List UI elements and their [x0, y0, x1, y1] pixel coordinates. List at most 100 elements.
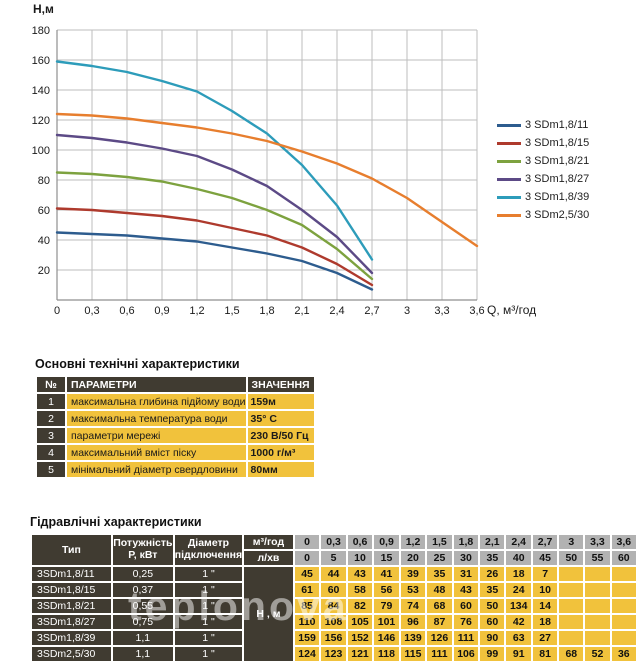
flow-m3-header-cell: 2,4	[506, 535, 531, 549]
flow-m3-header-cell: 3,6	[611, 535, 636, 549]
head-value-cell: 10	[532, 583, 558, 597]
flow-lmin-header-cell: 20	[400, 551, 426, 565]
x-tick-label: 2,7	[364, 305, 379, 317]
series-line	[55, 231, 374, 291]
legend-line-swatch	[497, 123, 521, 127]
legend-line-swatch	[497, 195, 521, 199]
head-value-cell: 31	[453, 567, 479, 581]
header-flow-m3: м³/год	[244, 535, 293, 549]
legend-label: 3 SDm1,8/21	[525, 155, 590, 167]
head-value-cell: 68	[559, 647, 584, 661]
legend-label: 3 SDm1,8/27	[525, 173, 590, 185]
flow-lmin-header-cell: 45	[532, 551, 558, 565]
x-tick-label: 2,1	[294, 305, 309, 317]
hydraulic-title: Гідравлічні характеристики	[30, 515, 202, 529]
head-value-cell: 152	[347, 631, 373, 645]
head-value-cell	[585, 567, 610, 581]
head-value-cell: 111	[453, 631, 479, 645]
y-axis-title: Н,м	[33, 2, 54, 16]
head-value-cell: 84	[321, 599, 346, 613]
legend-label: 3 SDm1,8/39	[525, 191, 590, 203]
row-number: 2	[37, 411, 65, 426]
table-row: 3SDm1,8/21 0,55 1 " 85 84 82 79 74 68 60 50 134 14	[32, 599, 636, 613]
pump-type: 3SDm1,8/15	[32, 583, 111, 597]
table-header-row: Тип Потужність Р, кВт Діаметр підключенн…	[32, 535, 636, 565]
table-header-row: № ПАРАМЕТРИ ЗНАЧЕННЯ	[37, 377, 314, 392]
series-line	[55, 207, 374, 287]
parameter-value: 80мм	[247, 462, 314, 477]
pump-diameter: 1 "	[174, 647, 243, 661]
head-value-cell: 27	[532, 631, 558, 645]
head-value-cell: 24	[506, 583, 531, 597]
x-tick-label: 0	[54, 305, 60, 317]
parameter-name: максимальна температура води	[67, 411, 246, 426]
y-tick-label: 40	[38, 235, 50, 247]
x-axis-title: Q, м³/год	[487, 303, 536, 317]
head-value-cell: 91	[506, 647, 531, 661]
header-param: ПАРАМЕТРИ	[67, 377, 246, 392]
head-units-cell: Н , м	[244, 567, 293, 661]
header-power: Потужність Р, кВт	[112, 535, 173, 565]
series-line	[55, 60, 374, 261]
x-tick-label: 1,5	[224, 305, 239, 317]
y-tick-label: 60	[38, 205, 50, 217]
parameter-name: мінімальний діаметр свердловини	[67, 462, 246, 477]
head-value-cell: 76	[453, 615, 479, 629]
flow-lmin-header-cell: 5	[321, 551, 346, 565]
head-value-cell	[585, 583, 610, 597]
head-value-cell: 106	[453, 647, 479, 661]
table-row: 3SDm1,8/27 0,75 1 " 110 108 105 101 96 87 76 60 42 1…	[32, 615, 636, 629]
flow-lmin-header-cell: 25	[427, 551, 452, 565]
flow-m3-header-cell: 0,3	[321, 535, 346, 549]
hydraulic-table: Тип Потужність Р, кВт Діаметр підключенн…	[30, 533, 638, 663]
flow-m3-header-cell: 0,9	[374, 535, 399, 549]
head-value-cell: 124	[294, 647, 320, 661]
x-tick-label: 1,8	[259, 305, 274, 317]
head-value-cell: 26	[480, 567, 505, 581]
head-value-cell	[585, 615, 610, 629]
pump-power: 1,1	[112, 631, 173, 645]
pump-diameter: 1 "	[174, 615, 243, 629]
pump-power: 0,25	[112, 567, 173, 581]
header-value: ЗНАЧЕННЯ	[247, 377, 314, 392]
flow-lmin-header-cell: 35	[480, 551, 505, 565]
pump-type: 3SDm1,8/27	[32, 615, 111, 629]
parameter-name: максимальний вміст піску	[67, 445, 246, 460]
flow-lmin-header-cell: 50	[559, 551, 584, 565]
head-value-cell: 68	[427, 599, 452, 613]
pump-diameter: 1 "	[174, 631, 243, 645]
parameter-value: 159м	[247, 394, 314, 409]
head-value-cell: 90	[480, 631, 505, 645]
series-line	[55, 133, 374, 275]
y-tick-label: 20	[38, 265, 50, 277]
head-value-cell	[611, 631, 636, 645]
head-value-cell: 111	[427, 647, 452, 661]
head-value-cell: 48	[427, 583, 452, 597]
flow-m3-header-cell: 1,2	[400, 535, 426, 549]
head-value-cell	[585, 599, 610, 613]
y-tick-label: 80	[38, 175, 50, 187]
table-row: 3SDm1,8/15 0,37 1 " 61 60 58 56 53 48 43 35 24 10	[32, 583, 636, 597]
head-value-cell: 139	[400, 631, 426, 645]
head-value-cell: 58	[347, 583, 373, 597]
pump-diameter: 1 "	[174, 567, 243, 581]
head-value-cell: 108	[321, 615, 346, 629]
head-value-cell: 134	[506, 599, 531, 613]
legend-label: 3 SDm1,8/11	[525, 119, 589, 131]
x-tick-label: 3,3	[434, 305, 449, 317]
pump-curves-chart: 20 40 60 80 100 120 140 160 180 0 0,3 0,6 0,9 1,2 1,5 1…	[0, 0, 638, 332]
table-row: 2 максимальна температура води 35° С	[37, 411, 314, 426]
y-tick-label: 180	[32, 25, 50, 37]
head-value-cell	[559, 631, 584, 645]
head-value-cell: 85	[294, 599, 320, 613]
header-flow-lmin: л/хв	[244, 551, 293, 565]
table-row: 3 параметри мережі 230 В/50 Гц	[37, 428, 314, 443]
head-value-cell: 14	[532, 599, 558, 613]
x-tick-label: 3	[404, 305, 410, 317]
pump-power: 0,37	[112, 583, 173, 597]
head-value-cell: 79	[374, 599, 399, 613]
head-value-cell	[559, 615, 584, 629]
header-num: №	[37, 377, 65, 392]
head-value-cell: 121	[347, 647, 373, 661]
head-value-cell	[559, 599, 584, 613]
